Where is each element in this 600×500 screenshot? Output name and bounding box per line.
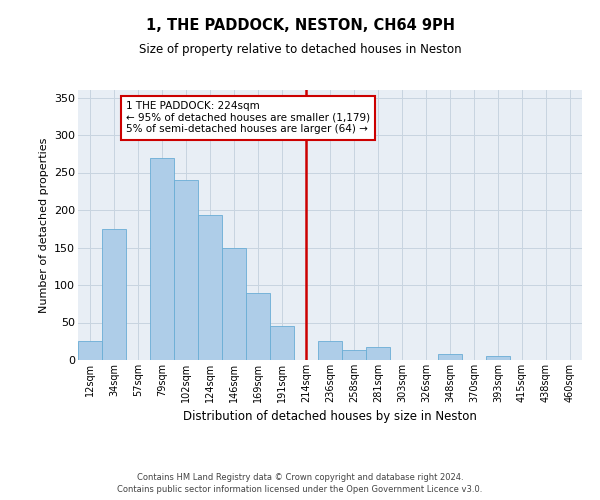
Bar	[174, 180, 198, 360]
Text: Size of property relative to detached houses in Neston: Size of property relative to detached ho…	[139, 42, 461, 56]
Text: Contains public sector information licensed under the Open Government Licence v3: Contains public sector information licen…	[118, 485, 482, 494]
Bar	[222, 248, 246, 360]
Text: Contains HM Land Registry data © Crown copyright and database right 2024.: Contains HM Land Registry data © Crown c…	[137, 472, 463, 482]
Bar	[486, 356, 510, 360]
Bar	[438, 354, 462, 360]
Bar	[150, 158, 174, 360]
Y-axis label: Number of detached properties: Number of detached properties	[38, 138, 49, 312]
Bar	[342, 350, 366, 360]
Bar	[366, 347, 390, 360]
Text: 1, THE PADDOCK, NESTON, CH64 9PH: 1, THE PADDOCK, NESTON, CH64 9PH	[146, 18, 455, 32]
Bar	[102, 229, 126, 360]
Bar	[246, 292, 270, 360]
Bar	[198, 215, 222, 360]
X-axis label: Distribution of detached houses by size in Neston: Distribution of detached houses by size …	[183, 410, 477, 424]
Bar	[318, 341, 342, 360]
Bar	[78, 341, 102, 360]
Bar	[270, 326, 294, 360]
Text: 1 THE PADDOCK: 224sqm
← 95% of detached houses are smaller (1,179)
5% of semi-de: 1 THE PADDOCK: 224sqm ← 95% of detached …	[126, 101, 370, 134]
